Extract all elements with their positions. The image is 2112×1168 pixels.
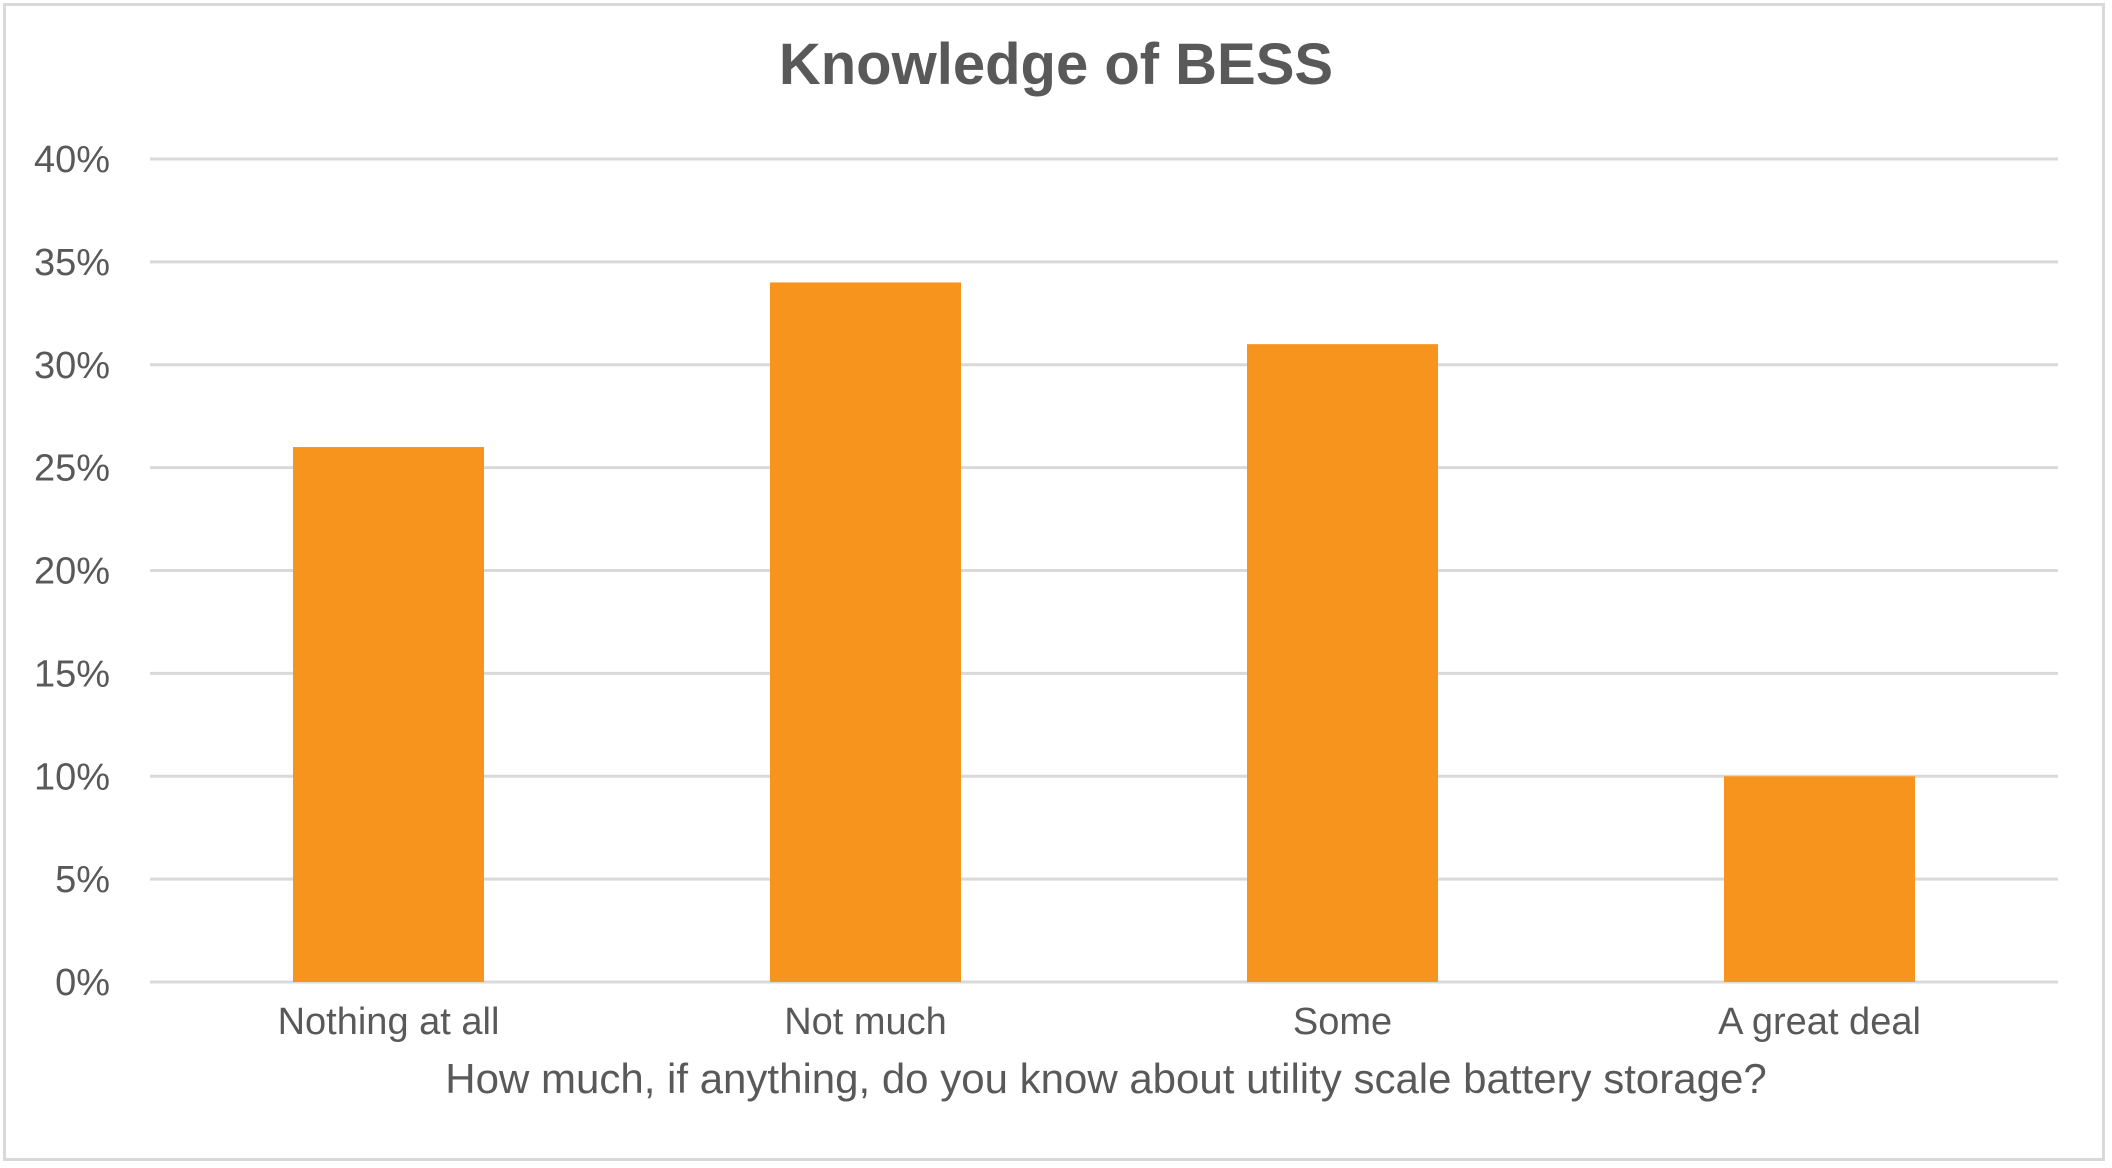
x-category-label: Some [1293,1001,1392,1043]
y-axis-tick-labels: 0% 5% 10% 15% 20% 25% 30% 35% 40% [34,139,110,1004]
x-category-label: Nothing at all [278,1001,500,1043]
y-tick-label: 5% [55,859,110,901]
x-category-label: A great deal [1718,1001,1921,1043]
x-axis-category-labels: Nothing at all Not much Some A great deal [278,1001,1921,1043]
y-tick-label: 25% [34,448,110,490]
x-axis-title: How much, if anything, do you know about… [445,1055,1766,1102]
bar-a-great-deal [1724,776,1915,982]
y-tick-label: 35% [34,242,110,284]
y-tick-label: 10% [34,756,110,798]
y-tick-label: 15% [34,653,110,695]
bar-not-much [770,282,961,982]
y-tick-label: 40% [34,139,110,181]
bar-nothing-at-all [293,447,484,982]
chart-title: Knowledge of BESS [779,32,1333,97]
y-tick-label: 30% [34,345,110,387]
bar-some [1247,344,1438,982]
y-tick-label: 0% [55,962,110,1004]
x-category-label: Not much [784,1001,947,1043]
y-tick-label: 20% [34,551,110,593]
bars [293,282,1915,982]
